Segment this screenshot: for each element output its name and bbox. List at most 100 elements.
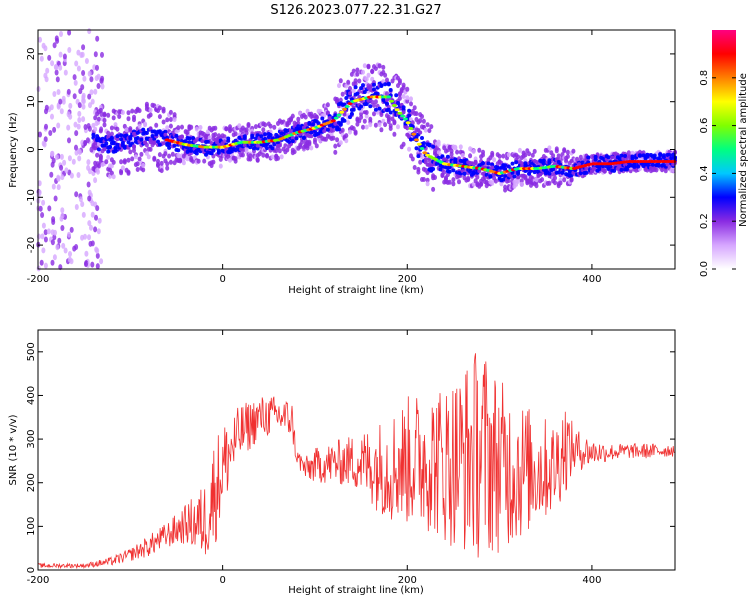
spectrogram-cell	[534, 160, 539, 164]
spectrogram-cell	[372, 102, 376, 108]
spectrogram-cell	[38, 205, 43, 212]
spectrogram-cell	[168, 123, 173, 129]
spectrogram-cell	[95, 64, 99, 71]
spectrogram-cell	[517, 147, 522, 153]
spectrogram-cell	[180, 134, 184, 139]
spectrogram-cell	[55, 76, 60, 83]
spectrogram-cell	[86, 164, 91, 171]
spectrogram-cell	[379, 84, 384, 88]
spectrogram-cell	[569, 159, 574, 163]
spectrogram-cell	[87, 220, 92, 227]
spectrogram-cell	[77, 110, 82, 117]
spectrogram-cell	[425, 162, 430, 167]
spectrogram-cell	[95, 252, 100, 259]
spectrogram-ridge-cell	[411, 132, 417, 136]
spectrogram-cell	[541, 158, 546, 163]
spectrogram-cell	[53, 64, 58, 70]
snr-x-tick-label: 400	[582, 575, 601, 586]
spectrogram-cell	[652, 153, 657, 158]
spectrogram-cell	[578, 154, 583, 160]
spectrogram-cell	[60, 174, 65, 181]
spectrogram-cell	[96, 147, 101, 152]
spectrogram-cell	[521, 173, 526, 178]
snr-y-tick-label: 0	[26, 567, 37, 573]
spectrogram-cell	[368, 84, 373, 89]
spectrogram-cell	[106, 149, 111, 154]
spectrogram-cell	[305, 133, 310, 137]
spectrogram-cell	[115, 126, 120, 132]
spectrogram-ridge-cell	[342, 107, 347, 111]
spectrogram-cell	[102, 147, 107, 152]
spectrogram-cell	[355, 67, 360, 73]
spectrogram-cell	[506, 164, 511, 169]
spectrogram-cell	[87, 70, 92, 77]
colorbar-gradient	[712, 30, 736, 269]
spectrogram-cell	[414, 146, 419, 151]
spectrogram-cell	[372, 87, 376, 92]
spectrogram-cell	[87, 125, 92, 132]
spectrogram-cell	[344, 138, 349, 144]
spectrogram-y-tick-label: -10	[26, 189, 37, 205]
spectrogram-cell	[49, 171, 54, 178]
spectrogram-cell	[412, 165, 417, 170]
spectrogram-cell	[407, 108, 412, 113]
spectrogram-cell	[416, 166, 421, 172]
spectrogram-cell	[440, 154, 445, 159]
spectrogram-ridge-cell	[336, 113, 342, 117]
spectrogram-cell	[366, 98, 371, 103]
spectrogram-cell	[418, 118, 423, 124]
spectrogram-cell	[562, 148, 567, 154]
spectrogram-cell	[165, 117, 170, 123]
spectrogram-cell	[63, 69, 68, 76]
spectrogram-cell	[547, 158, 552, 163]
spectrogram-cell	[93, 146, 98, 151]
spectrogram-cell	[62, 53, 67, 60]
spectrogram-cell	[50, 113, 54, 120]
spectrogram-cell	[172, 143, 177, 148]
spectrogram-cell	[383, 72, 388, 78]
spectrogram-cell	[277, 143, 282, 148]
spectrogram-cell	[658, 157, 663, 162]
spectrogram-cell	[338, 78, 343, 84]
spectrogram-cell	[41, 247, 46, 254]
spectrogram-cell	[265, 146, 269, 151]
spectrogram-cell	[560, 170, 565, 175]
spectrogram-cell	[331, 127, 336, 133]
spectrogram-cell	[81, 116, 86, 123]
spectrogram-cell	[148, 112, 153, 118]
spectrogram-cell	[263, 132, 268, 137]
snr-y-axis-label: SNR (10 * v/v)	[8, 414, 19, 485]
snr-y-tick-label: 400	[26, 386, 37, 405]
spectrogram-cell	[577, 162, 581, 167]
spectrogram-cell	[551, 153, 556, 159]
snr-frame	[37, 329, 676, 571]
spectrogram-cell	[615, 166, 620, 171]
spectrogram-cell	[148, 107, 153, 113]
spectrogram-cell	[51, 183, 56, 190]
spectrogram-cell	[106, 130, 111, 136]
spectrogram-cell	[516, 154, 521, 160]
spectrogram-cell	[163, 132, 168, 137]
spectrogram-cell	[150, 134, 155, 138]
spectrogram-cell	[148, 137, 153, 142]
spectrogram-cell	[355, 71, 360, 77]
spectrogram-cell	[95, 205, 100, 212]
spectrogram-cell	[40, 212, 45, 218]
spectrogram-cell	[81, 103, 86, 110]
spectrogram-cell	[87, 195, 92, 202]
spectrogram-cell	[113, 122, 118, 128]
spectrogram-cell	[660, 163, 665, 168]
spectrogram-cell	[381, 64, 386, 70]
spectrogram-cell	[392, 131, 397, 137]
spectrogram-cell	[128, 149, 133, 155]
spectrogram-cell	[423, 127, 428, 133]
spectrogram-cell	[407, 113, 412, 118]
spectrogram-cell	[523, 152, 528, 158]
spectrogram-cell	[385, 77, 389, 83]
spectrogram-cell	[346, 79, 351, 85]
spectrogram-ridge-cell	[402, 117, 408, 121]
spectrogram-cell	[98, 128, 103, 134]
spectrogram-cell	[359, 111, 364, 117]
spectrogram-cell	[90, 240, 95, 247]
